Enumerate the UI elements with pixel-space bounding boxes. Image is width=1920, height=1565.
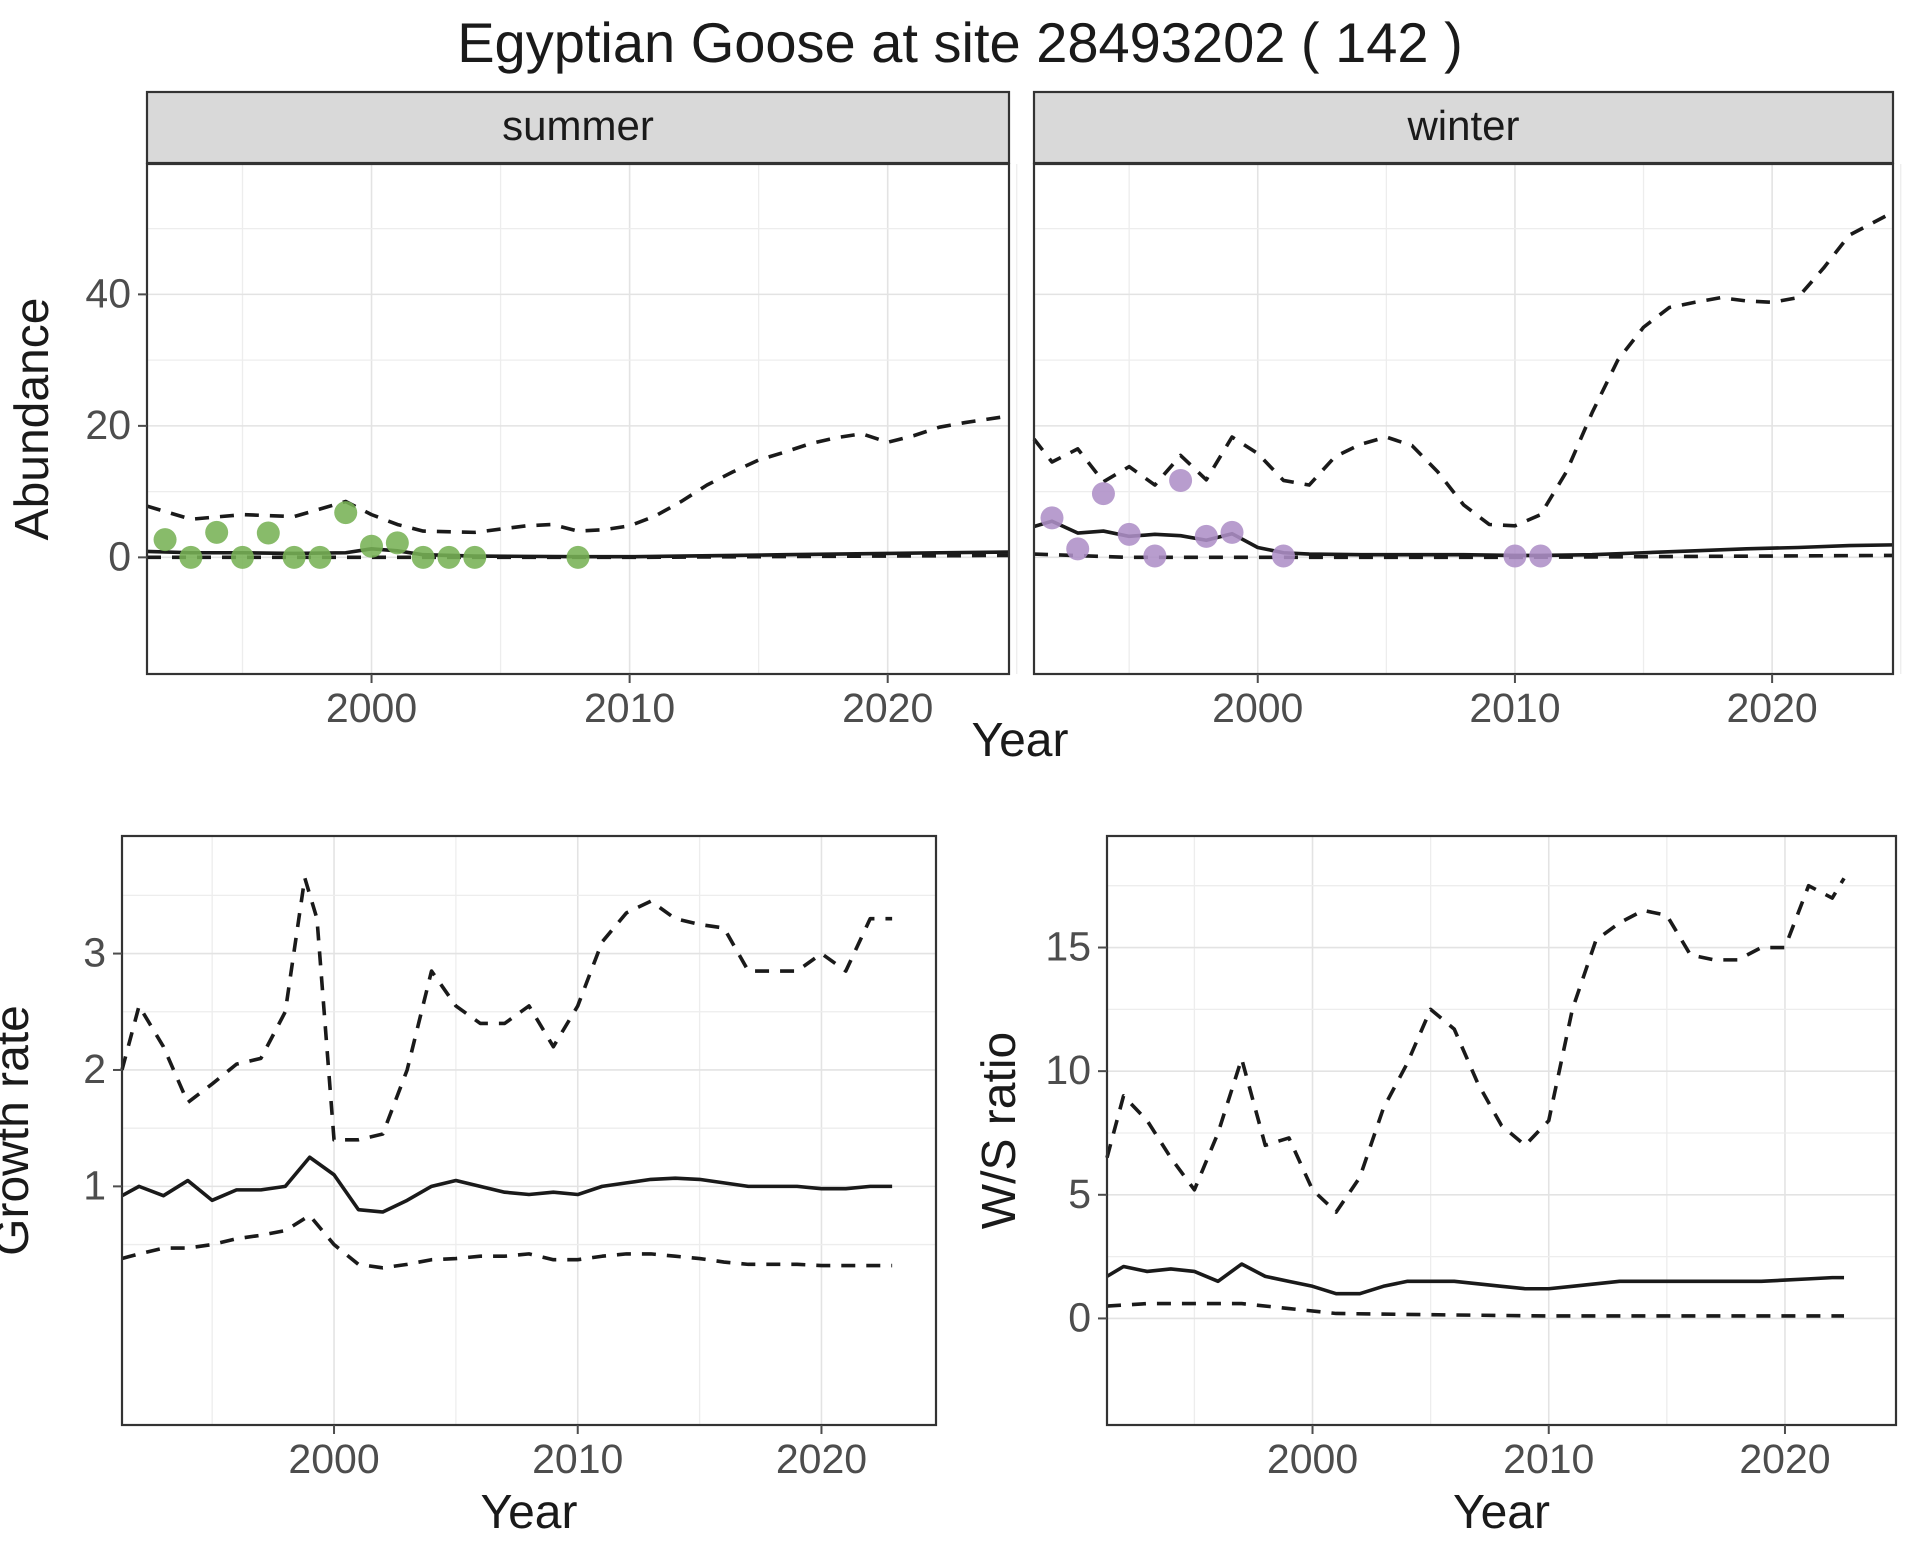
svg-text:40: 40 bbox=[85, 270, 131, 316]
svg-text:Egyptian Goose at site 2849320: Egyptian Goose at site 28493202 ( 142 ) bbox=[457, 11, 1463, 74]
svg-text:2010: 2010 bbox=[584, 685, 675, 731]
svg-text:Year: Year bbox=[1453, 1486, 1550, 1539]
svg-text:2020: 2020 bbox=[842, 685, 933, 731]
svg-text:Growth rate: Growth rate bbox=[0, 1005, 39, 1256]
svg-text:Year: Year bbox=[481, 1486, 578, 1539]
svg-text:2000: 2000 bbox=[1267, 1436, 1358, 1482]
svg-text:2020: 2020 bbox=[776, 1436, 867, 1482]
svg-text:2010: 2010 bbox=[1503, 1436, 1594, 1482]
svg-text:2020: 2020 bbox=[1739, 1436, 1830, 1482]
svg-text:15: 15 bbox=[1045, 924, 1091, 970]
svg-text:1: 1 bbox=[83, 1162, 106, 1208]
svg-text:2010: 2010 bbox=[1469, 685, 1560, 731]
svg-text:2000: 2000 bbox=[326, 685, 417, 731]
svg-text:0: 0 bbox=[108, 533, 131, 579]
svg-text:0: 0 bbox=[1068, 1294, 1091, 1340]
svg-text:2000: 2000 bbox=[288, 1436, 379, 1482]
svg-text:W/S ratio: W/S ratio bbox=[973, 1032, 1026, 1229]
svg-text:winter: winter bbox=[1406, 102, 1519, 149]
svg-text:20: 20 bbox=[85, 402, 131, 448]
svg-text:2000: 2000 bbox=[1212, 685, 1303, 731]
svg-text:2020: 2020 bbox=[1727, 685, 1818, 731]
svg-text:summer: summer bbox=[502, 102, 654, 149]
svg-text:2010: 2010 bbox=[532, 1436, 623, 1482]
svg-text:2: 2 bbox=[83, 1046, 106, 1092]
svg-text:3: 3 bbox=[83, 930, 106, 976]
svg-text:Abundance: Abundance bbox=[6, 298, 59, 541]
svg-text:Year: Year bbox=[972, 714, 1069, 767]
svg-text:10: 10 bbox=[1045, 1047, 1091, 1093]
svg-text:5: 5 bbox=[1068, 1171, 1091, 1217]
